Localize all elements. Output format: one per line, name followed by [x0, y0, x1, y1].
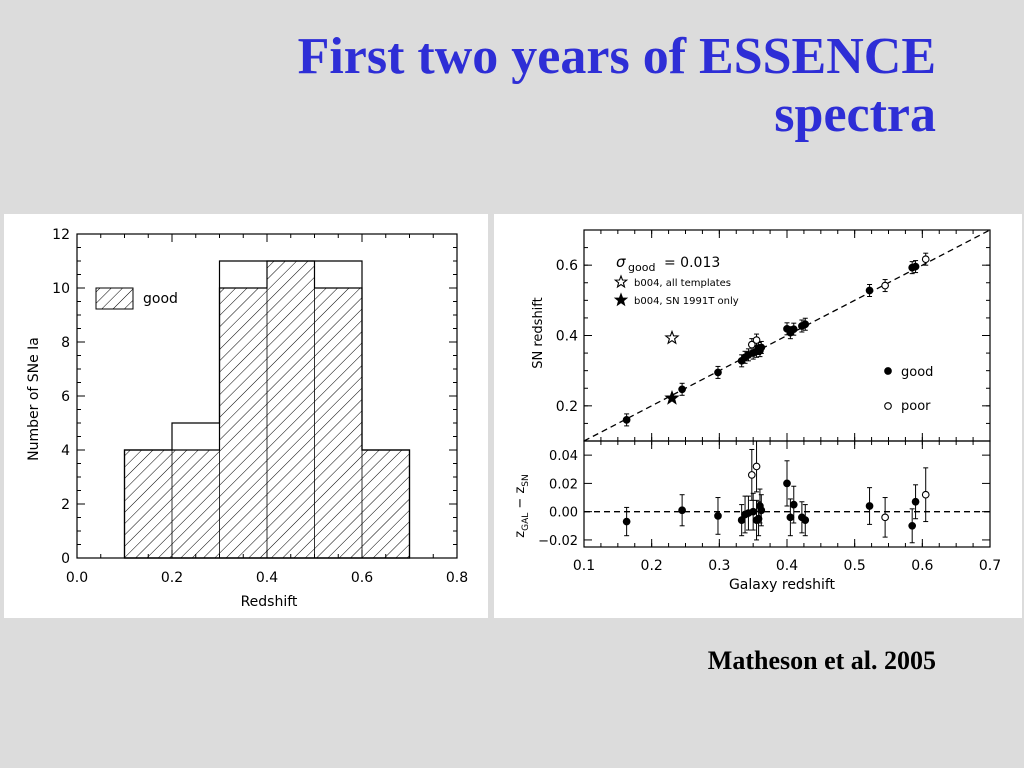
- bottom-good-point: [749, 507, 758, 516]
- annotation-sigma-subscript: good: [628, 261, 655, 274]
- legend-label-all-templates: b004, all templates: [634, 278, 731, 289]
- histogram-ytick-label: 8: [61, 335, 70, 351]
- scatter-xtick-label: 0.3: [708, 558, 730, 574]
- histogram-panel: 0.0 0.2 0.4 0.6 0.8 0 2 4 6 8 10 12 Redshift Number…: [4, 214, 488, 618]
- legend-marker-1991t-only: [613, 292, 629, 307]
- scatter-xtick-label: 0.6: [911, 558, 933, 574]
- bottom-poor-point: [921, 490, 930, 499]
- slide-title-line2: spectra: [774, 86, 936, 143]
- top-b004-all-templates-point: [664, 329, 680, 345]
- bottom-ytick-label: 0.02: [549, 477, 578, 492]
- scatter-xlabel: Galaxy redshift: [729, 577, 836, 593]
- top-ytick-label: 0.4: [556, 329, 578, 345]
- top-poor-point: [881, 281, 889, 290]
- histogram-ytick-label: 4: [61, 443, 70, 459]
- bottom-good-point: [908, 521, 917, 530]
- histogram-xtick-label: 0.8: [446, 570, 468, 586]
- bottom-ytick-label: 0.00: [549, 506, 578, 521]
- top-identity-line: [583, 229, 991, 442]
- legend-label-poor: poor: [901, 399, 931, 414]
- bottom-ytick-label: 0.04: [549, 449, 578, 464]
- top-good-point: [714, 368, 722, 377]
- top-poor-point: [747, 340, 756, 349]
- bottom-good-point: [622, 517, 631, 526]
- histogram-xtick-label: 0.6: [351, 570, 373, 586]
- top-poor-point: [921, 255, 930, 264]
- histogram-legend-label: good: [143, 291, 178, 307]
- legend-marker-all-templates: [613, 274, 629, 289]
- top-poor-point: [752, 336, 761, 344]
- scatter-xtick-label: 0.4: [776, 558, 798, 574]
- histogram-legend-swatch: [95, 287, 134, 310]
- citation: Matheson et al. 2005: [707, 646, 936, 675]
- bottom-poor-point: [747, 471, 756, 479]
- histogram-ytick-label: 6: [61, 389, 70, 405]
- slide-title: First two years of ESSENCE spectra: [76, 28, 936, 144]
- bottom-good-point: [801, 516, 810, 524]
- scatter-xtick-label: 0.2: [641, 558, 663, 574]
- histogram-ytick-label: 2: [61, 497, 70, 513]
- top-good-point: [911, 262, 920, 271]
- histogram-ytick-label: 0: [61, 551, 70, 567]
- histogram-ytick-label: 10: [52, 281, 70, 297]
- histogram-chart: 0.0 0.2 0.4 0.6 0.8 0 2 4 6 8 10 12 Redshift Number…: [26, 227, 468, 610]
- histogram-xlabel: Redshift: [241, 594, 298, 610]
- legend-label-1991t-only: b004, SN 1991T only: [634, 296, 739, 307]
- redshift-comparison-panel: 0.1 0.2 0.3 0.4 0.5 0.6 0.7 0.2 0.4 0.6 −0.02 0.00 0…: [494, 214, 1022, 618]
- top-good-point: [678, 385, 686, 394]
- bottom-good-point: [714, 512, 722, 520]
- histogram-xtick-label: 0.4: [256, 570, 278, 586]
- histogram-xtick-label: 0.2: [161, 570, 183, 586]
- redshift-comparison-chart: 0.1 0.2 0.3 0.4 0.5 0.6 0.7 0.2 0.4 0.6 −0.02 0.00 0…: [513, 229, 1001, 593]
- top-b004-1991t-point: [664, 390, 680, 405]
- annotation-sigma: σ: [616, 253, 626, 271]
- bottom-ytick-label: −0.02: [538, 534, 578, 549]
- bottom-good-point: [678, 506, 686, 515]
- slide-title-line1: First two years of ESSENCE: [297, 28, 936, 85]
- bottom-good-point: [865, 502, 874, 510]
- bottom-good-point: [757, 506, 766, 515]
- scatter-bottom-ylabel: zGAL − zSN: [513, 474, 531, 537]
- top-good-point: [789, 325, 798, 334]
- top-good-point: [865, 286, 874, 295]
- top-ytick-label: 0.6: [556, 258, 578, 274]
- legend-marker-good: [884, 367, 892, 375]
- scatter-xtick-label: 0.5: [844, 558, 866, 574]
- bottom-poor-point: [881, 513, 889, 522]
- top-good-point: [622, 416, 631, 424]
- scatter-xtick-label: 0.1: [573, 558, 595, 574]
- scatter-top-ylabel: SN redshift: [531, 297, 546, 369]
- scatter-xtick-label: 0.7: [979, 558, 1001, 574]
- histogram-xtick-label: 0.0: [66, 570, 88, 586]
- bottom-good-point: [911, 497, 920, 506]
- annotation-sigma-value: = 0.013: [664, 255, 720, 271]
- top-good-point: [757, 343, 766, 352]
- top-ytick-label: 0.2: [556, 399, 578, 415]
- histogram-ylabel: Number of SNe Ia: [26, 337, 42, 461]
- bottom-good-point: [786, 513, 795, 522]
- bottom-good-point: [789, 500, 798, 509]
- bottom-poor-point: [752, 462, 761, 471]
- bottom-good-point: [783, 479, 791, 488]
- histogram-ytick-label: 12: [52, 227, 70, 243]
- legend-marker-poor: [884, 402, 892, 410]
- legend-label-good: good: [901, 365, 933, 380]
- top-good-point: [801, 320, 810, 329]
